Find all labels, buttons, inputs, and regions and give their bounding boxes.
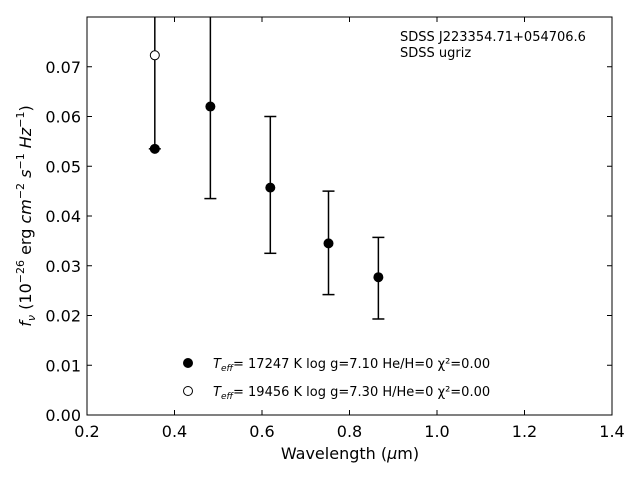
y-tick-label: 0.03 xyxy=(45,257,81,276)
y-tick-label: 0.06 xyxy=(45,108,81,127)
y-tick-label: 0.01 xyxy=(45,356,81,375)
x-tick-label: 1.4 xyxy=(599,422,624,441)
x-tick-label: 1.2 xyxy=(512,422,537,441)
legend-marker-open xyxy=(183,386,193,396)
data-point-model-1 xyxy=(205,101,216,112)
legend-model-1-text: = 17247 K log g=7.10 He/H=0 χ²=0.00 xyxy=(233,357,490,372)
data-points xyxy=(149,50,384,283)
data-point-model-1 xyxy=(373,272,384,283)
legend-marker-filled xyxy=(183,358,193,368)
tick-labels: 0.2 0.4 0.6 0.8 1.0 1.2 1.4 0.00 0.01 0.02 0.03 0.0… xyxy=(45,58,624,441)
plot-frame xyxy=(86,16,613,416)
legend-label-model-1: Teff= 17247 K log g=7.10 He/H=0 χ²=0.00 xyxy=(213,357,490,374)
data-point-model-1 xyxy=(149,143,160,154)
x-tick-label: 1.0 xyxy=(424,422,449,441)
y-tick-label: 0.00 xyxy=(45,406,81,425)
data-point-model-2 xyxy=(149,50,160,61)
y-tick-label: 0.04 xyxy=(45,207,81,226)
x-tick-label: 0.6 xyxy=(249,422,274,441)
legend-teff-symbol-1: T xyxy=(213,357,222,372)
legend-label-model-2: Teff= 19456 K log g=7.30 H/He=0 χ²=0.00 xyxy=(213,385,490,402)
x-tick-label: 0.2 xyxy=(74,422,99,441)
legend-teff-subscript-2: eff xyxy=(221,392,235,402)
annotation-object-name: SDSS J223354.71+054706.6 xyxy=(400,30,586,45)
annotation-photometry: SDSS ugriz xyxy=(400,46,471,61)
legend-entry-model-2: Teff= 19456 K log g=7.30 H/He=0 χ²=0.00 xyxy=(183,385,490,402)
x-tick-label: 0.8 xyxy=(337,422,362,441)
data-point-model-1 xyxy=(265,182,276,193)
x-tick-label: 0.4 xyxy=(162,422,187,441)
legend-model-2-text: = 19456 K log g=7.30 H/He=0 χ²=0.00 xyxy=(233,385,490,400)
y-tick-label: 0.02 xyxy=(45,307,81,326)
x-axis-label: Wavelength (μm) xyxy=(281,444,419,463)
legend-entry-model-1: Teff= 17247 K log g=7.10 He/H=0 χ²=0.00 xyxy=(183,357,490,374)
y-tick-label: 0.05 xyxy=(45,157,81,176)
legend: Teff= 17247 K log g=7.10 He/H=0 χ²=0.00 … xyxy=(183,357,490,402)
legend-teff-subscript-1: eff xyxy=(221,364,235,374)
error-bar-g xyxy=(204,17,217,200)
legend-teff-symbol-2: T xyxy=(213,385,222,400)
data-point-model-1 xyxy=(323,238,334,249)
y-tick-label: 0.07 xyxy=(45,58,81,77)
y-axis-label: fν (10−26 erg cm−2 s−1 Hz−1) xyxy=(14,105,38,326)
